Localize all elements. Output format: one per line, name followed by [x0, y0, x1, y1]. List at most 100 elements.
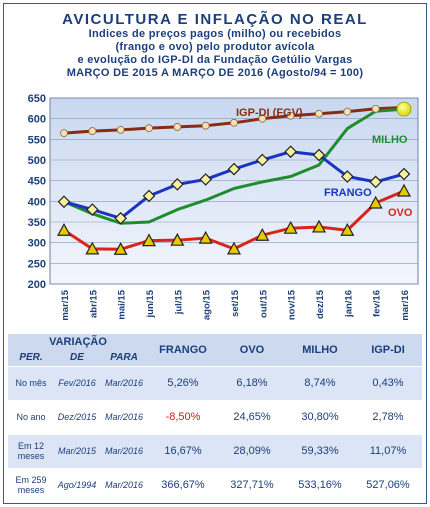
x-tick-label: fev/16 [372, 290, 383, 317]
series-label: IGP-DI (FGV) [236, 107, 303, 119]
row-para: Mar/2016 [100, 365, 148, 400]
table-row: Em 259 meses Ago/1994 Mar/2016 366,67% 3… [8, 467, 422, 502]
igp-point [116, 125, 125, 134]
igp-point [343, 107, 352, 116]
header-per: PER. [8, 350, 54, 366]
header-de: DE [54, 350, 100, 366]
y-tick-label: 650 [28, 93, 46, 105]
row-igp: 2,78% [354, 399, 422, 434]
frango-point [369, 175, 383, 189]
variation-table: VARIAÇÃO FRANGO OVO MILHO IGP-DI PER. DE… [8, 334, 422, 502]
igp-point [88, 127, 97, 135]
y-tick-label: 450 [28, 176, 46, 188]
row-per: No ano [8, 399, 54, 434]
series-label: OVO [388, 207, 413, 219]
row-ovo: 327,71% [218, 467, 286, 502]
igp-point [371, 104, 380, 113]
row-de: Fev/2016 [54, 365, 100, 400]
frango-point [57, 195, 71, 209]
ovo-point [85, 241, 100, 255]
x-tick-label: out/15 [258, 289, 269, 318]
x-tick-label: set/15 [230, 289, 241, 317]
ovo-point [255, 227, 270, 241]
frango-point [397, 167, 411, 181]
row-per: Em 259 meses [8, 467, 54, 502]
row-milho: 59,33% [286, 433, 354, 468]
row-milho: 30,80% [286, 399, 354, 434]
header-variacao: VARIAÇÃO [8, 334, 148, 350]
igp-point [173, 123, 182, 131]
series-label: MILHO [372, 134, 408, 146]
row-de: Dez/2015 [54, 399, 100, 434]
ovo-point [311, 219, 327, 233]
y-tick-label: 500 [28, 155, 46, 167]
ovo-point [396, 183, 412, 197]
header-ovo: OVO [218, 334, 286, 366]
x-tick-label: nov/15 [287, 289, 298, 320]
frango-point [199, 173, 213, 186]
ovo-point [340, 223, 355, 236]
x-tick-label: dez/15 [315, 289, 326, 319]
y-tick-label: 600 [28, 114, 46, 126]
line-chart: 200 250 300 350 400 450 500 550 600 650 mar/15 abr/… [28, 93, 419, 321]
row-ovo: 6,18% [218, 365, 286, 400]
row-igp: 11,07% [354, 433, 422, 468]
header-milho: MILHO [286, 334, 354, 366]
row-per: Em 12 meses [8, 433, 54, 468]
x-tick-label: mai/15 [117, 289, 128, 319]
frango-point [142, 189, 156, 203]
header: AVICULTURA E INFLAÇÃO NO REAL Indices de… [4, 4, 426, 90]
frango-point [227, 162, 241, 176]
subtitle-line-2: (frango e ovo) pelo produtor avícola [115, 41, 315, 53]
x-tick-label: jan/16 [343, 290, 354, 318]
igp-point [60, 129, 68, 138]
x-tick-label: ago/15 [202, 289, 213, 320]
y-tick-label: 400 [28, 196, 46, 208]
frango-point [340, 170, 354, 183]
header-para: PARA [100, 350, 148, 366]
subtitle-line-4: MARÇO DE 2015 A MARÇO DE 2016 (Agosto/94… [66, 67, 364, 79]
row-igp: 527,06% [354, 467, 422, 502]
igp-point [258, 114, 267, 123]
subtitle-line-3: e evolução do IGP-DI da Fundação Getúlio… [77, 54, 353, 66]
header-frango: FRANGO [148, 334, 218, 366]
row-milho: 8,74% [286, 365, 354, 400]
row-frango: 366,67% [148, 467, 218, 502]
frango-point [85, 203, 99, 216]
row-frango: 16,67% [148, 433, 218, 468]
row-ovo: 24,65% [218, 399, 286, 434]
ovo-point [113, 242, 128, 255]
igp-point [145, 124, 153, 133]
y-tick-label: 250 [28, 258, 46, 270]
igp-point [286, 111, 295, 120]
frango-point [170, 178, 184, 191]
infographic-frame: AVICULTURA E INFLAÇÃO NO REAL Indices de… [3, 3, 427, 504]
row-para: Mar/2016 [100, 467, 148, 502]
ovo-point [198, 230, 213, 244]
ovo-point [368, 195, 383, 209]
header-igp: IGP-DI [354, 334, 422, 366]
x-tick-label: jun/15 [145, 289, 156, 318]
igp-point [230, 118, 238, 127]
subtitle-line-1: Indices de preços pagos (milho) ou receb… [88, 28, 342, 40]
row-de: Mar/2015 [54, 433, 100, 468]
frango-point [284, 145, 298, 159]
y-tick-label: 350 [28, 217, 46, 229]
ovo-point [56, 223, 72, 236]
row-de: Ago/1994 [54, 467, 100, 502]
table-row: No ano Dez/2015 Mar/2016 -8,50% 24,65% 3… [8, 399, 422, 434]
ovo-point [226, 241, 242, 255]
y-tick-label: 300 [28, 238, 46, 250]
row-frango: 5,26% [148, 365, 218, 400]
frango-point [114, 211, 128, 225]
igp-point [315, 109, 323, 118]
frango-point [312, 148, 326, 162]
page-title: AVICULTURA E INFLAÇÃO NO REAL [62, 11, 368, 28]
milho-endpoint [396, 101, 412, 117]
y-tick-label: 200 [28, 279, 46, 291]
ovo-point [141, 233, 157, 247]
row-ovo: 28,09% [218, 433, 286, 468]
x-tick-label: mar/15 [60, 289, 71, 320]
row-para: Mar/2016 [100, 399, 148, 434]
ovo-point [283, 220, 298, 234]
